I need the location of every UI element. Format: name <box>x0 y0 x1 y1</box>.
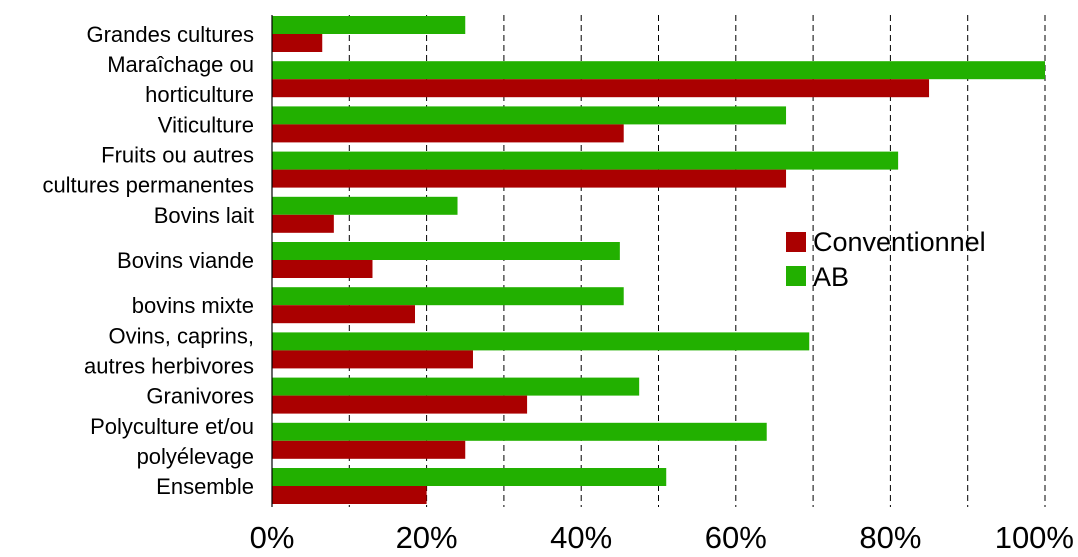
category-label: Viticulture <box>158 112 254 137</box>
bar-ab <box>272 16 466 34</box>
category-label: bovins mixte <box>132 293 254 318</box>
legend-label-ab: AB <box>813 262 849 292</box>
bar-ab <box>272 287 624 306</box>
category-label: Maraîchage ou <box>107 52 254 77</box>
bar-ab <box>272 377 640 396</box>
category-label: polyélevage <box>137 444 254 469</box>
bar-ab <box>272 332 810 351</box>
category-label: Granivores <box>146 384 254 409</box>
legend-swatch-ab <box>786 266 806 286</box>
x-tick-label: 60% <box>705 520 767 555</box>
category-label: Bovins lait <box>154 203 254 228</box>
category-label: Polyculture et/ou <box>90 414 254 439</box>
bar-ab <box>272 106 787 125</box>
category-label: cultures permanentes <box>42 173 254 198</box>
category-label: horticulture <box>145 82 254 107</box>
category-label: Grandes cultures <box>86 22 254 47</box>
x-tick-label: 20% <box>396 520 458 555</box>
bar-conventionnel <box>272 350 473 369</box>
bar-conventionnel <box>272 214 334 233</box>
bar-ab <box>272 422 767 441</box>
x-tick-label: 100% <box>995 520 1074 555</box>
bar-conventionnel <box>272 34 323 52</box>
bar-conventionnel <box>272 395 528 414</box>
x-tick-label: 0% <box>250 520 295 555</box>
legend-label-conventionnel: Conventionnel <box>813 227 986 257</box>
bar-ab <box>272 468 667 486</box>
x-tick-label: 40% <box>550 520 612 555</box>
bar-conventionnel <box>272 169 787 188</box>
x-tick-label: 80% <box>859 520 921 555</box>
category-label: Fruits ou autres <box>101 143 254 168</box>
bar-ab <box>272 242 620 260</box>
bar-ab <box>272 151 899 170</box>
bars-group <box>272 16 1045 504</box>
bar-conventionnel <box>272 124 624 143</box>
bar-conventionnel <box>272 486 427 504</box>
category-label: Bovins viande <box>117 248 254 273</box>
category-label: Ensemble <box>156 474 254 499</box>
bar-ab <box>272 196 458 215</box>
x-tick-labels: 0% 20% 40% 60% 80% 100% <box>250 520 1074 555</box>
bar-conventionnel <box>272 305 416 324</box>
bar-conventionnel <box>272 79 930 98</box>
legend: Conventionnel AB <box>786 227 986 292</box>
bar-conventionnel <box>272 440 466 459</box>
bar-conventionnel <box>272 260 373 278</box>
category-label: autres herbivores <box>84 353 254 378</box>
category-label: Ovins, caprins, <box>109 323 255 348</box>
bar-ab <box>272 61 1045 80</box>
legend-swatch-conventionnel <box>786 232 806 252</box>
category-labels: Grandes cultures Maraîchage ou horticultur… <box>42 22 254 499</box>
